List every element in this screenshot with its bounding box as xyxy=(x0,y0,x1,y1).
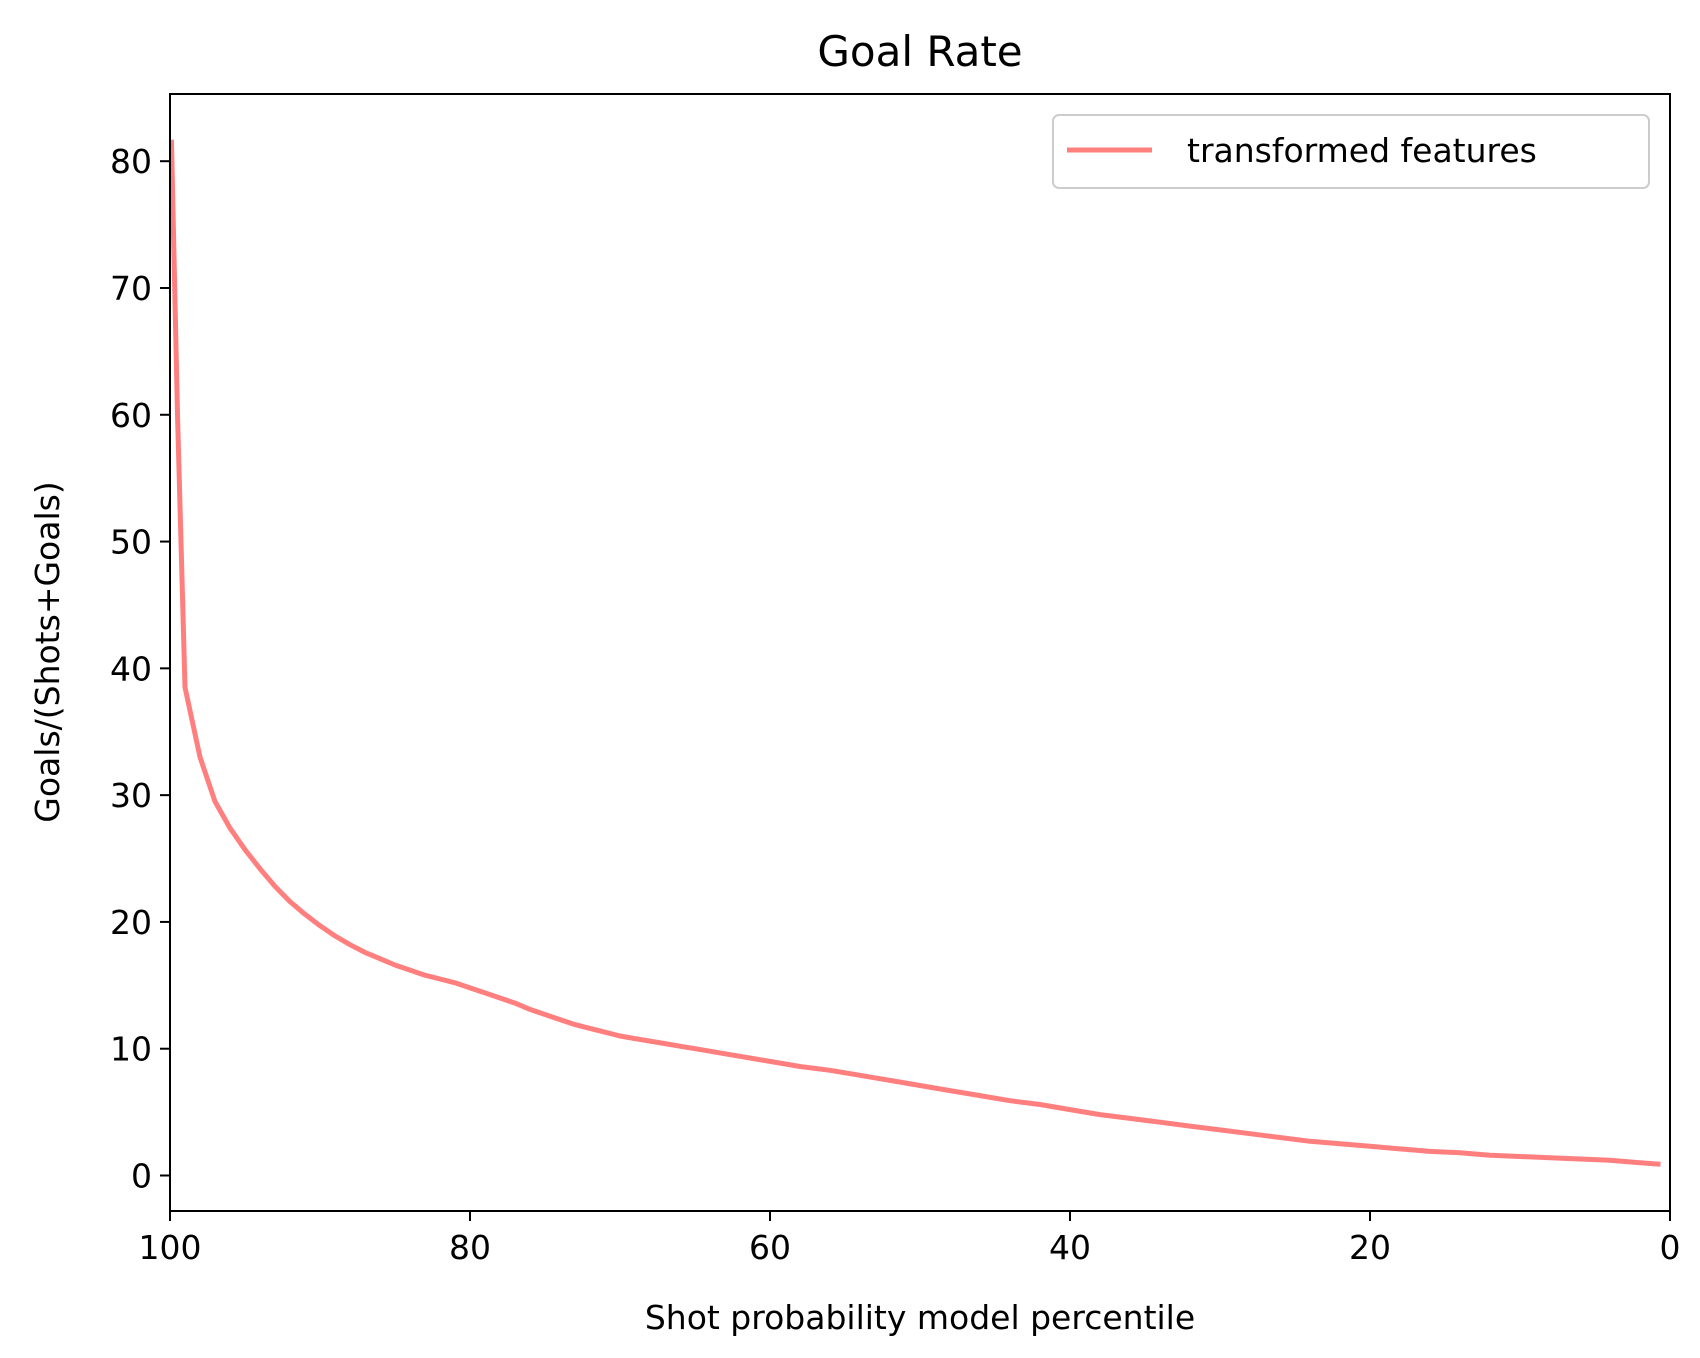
x-axis-label: Shot probability model percentile xyxy=(645,1298,1195,1337)
y-tick-label: 80 xyxy=(110,142,152,181)
y-axis-label: Goals/(Shots+Goals) xyxy=(28,481,67,822)
legend-box xyxy=(1052,114,1650,189)
x-tick-label: 0 xyxy=(1660,1228,1681,1267)
x-tick-label: 40 xyxy=(1049,1228,1091,1267)
legend-label: transformed features xyxy=(1187,131,1537,170)
y-tick-label: 60 xyxy=(110,396,152,435)
legend: transformed features xyxy=(1052,114,1650,189)
y-axis-ticks: 0 10 20 30 40 50 60 70 80 xyxy=(110,142,170,1195)
x-tick-label: 20 xyxy=(1349,1228,1391,1267)
y-tick-label: 10 xyxy=(110,1030,152,1069)
chart-title: Goal Rate xyxy=(817,27,1022,76)
x-axis-ticks: 100 80 60 40 20 0 xyxy=(139,1211,1681,1267)
x-tick-label: 60 xyxy=(749,1228,791,1267)
y-tick-label: 50 xyxy=(110,523,152,562)
plot-frame xyxy=(169,93,1671,1212)
y-tick-label: 70 xyxy=(110,269,152,308)
series-line xyxy=(168,139,1661,1167)
x-tick-label: 100 xyxy=(139,1228,202,1267)
y-tick-label: 30 xyxy=(110,776,152,815)
y-tick-label: 20 xyxy=(110,903,152,942)
series-layer xyxy=(168,139,1661,1167)
y-tick-label: 0 xyxy=(131,1156,152,1195)
y-tick-label: 40 xyxy=(110,649,152,688)
x-tick-label: 80 xyxy=(449,1228,491,1267)
